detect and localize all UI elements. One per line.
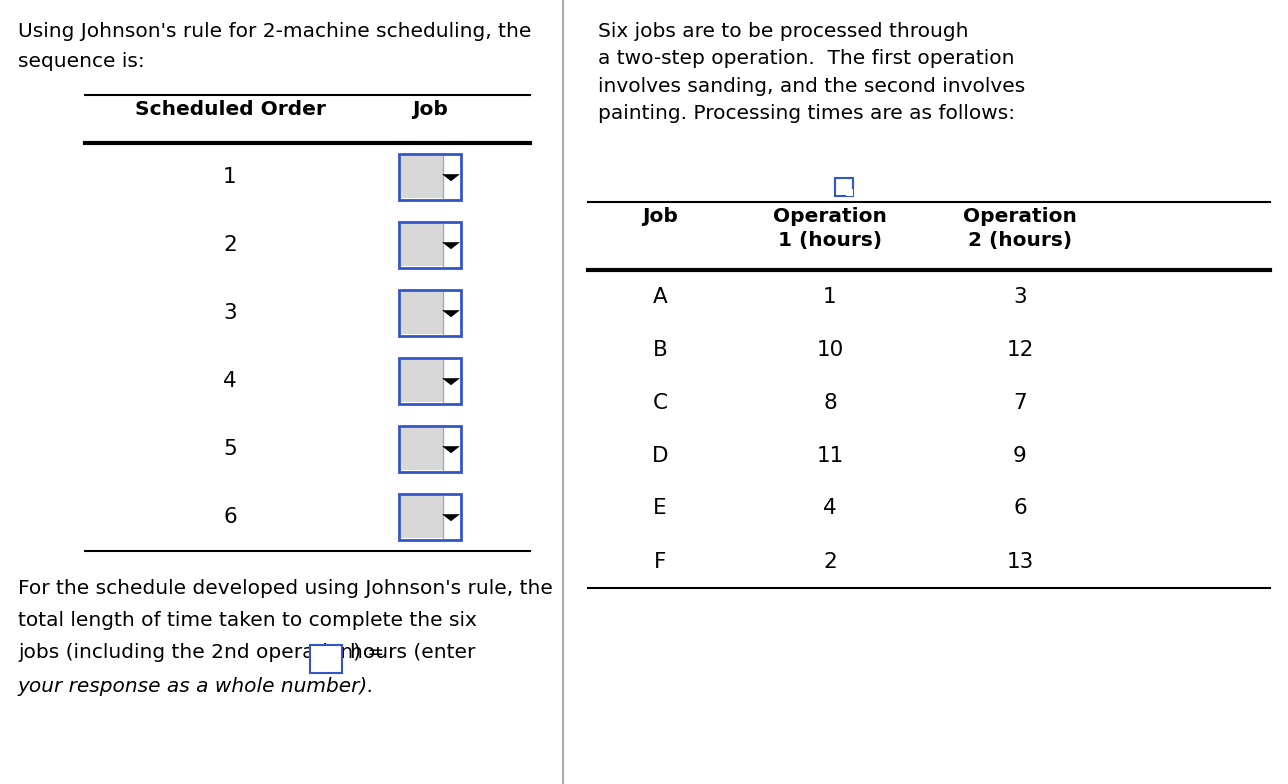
Text: For the schedule developed using Johnson's rule, the: For the schedule developed using Johnson… [18, 579, 553, 598]
Text: C: C [653, 393, 667, 412]
Text: 2: 2 [223, 235, 237, 255]
Text: 11: 11 [817, 445, 844, 466]
Polygon shape [442, 378, 460, 385]
Text: 6: 6 [1014, 499, 1027, 518]
Text: 4: 4 [823, 499, 837, 518]
Polygon shape [442, 310, 460, 318]
Text: B: B [653, 339, 667, 360]
Text: 13: 13 [1006, 551, 1034, 572]
Polygon shape [442, 446, 460, 453]
Text: Operation
2 (hours): Operation 2 (hours) [963, 207, 1077, 249]
Text: 10: 10 [817, 339, 844, 360]
Polygon shape [442, 514, 460, 521]
Bar [310, 645, 343, 673]
Bar [401, 156, 443, 198]
Text: Using Johnson's rule for 2-machine scheduling, the: Using Johnson's rule for 2-machine sched… [18, 22, 532, 41]
Text: 3: 3 [1014, 286, 1027, 307]
Text: D: D [652, 445, 668, 466]
Polygon shape [442, 242, 460, 249]
Bar [401, 428, 443, 470]
Text: hours (enter: hours (enter [350, 643, 475, 662]
Bar [401, 292, 443, 334]
Text: Operation
1 (hours): Operation 1 (hours) [773, 207, 887, 249]
Text: F: F [654, 551, 666, 572]
Bar [399, 358, 461, 404]
Text: Job: Job [412, 100, 448, 119]
Bar [399, 426, 461, 472]
Text: 1: 1 [823, 286, 837, 307]
Text: total length of time taken to complete the six: total length of time taken to complete t… [18, 611, 477, 630]
Text: 4: 4 [223, 371, 237, 391]
Bar [401, 360, 443, 402]
Text: 8: 8 [823, 393, 837, 412]
Bar [399, 222, 461, 268]
Text: 5: 5 [223, 439, 237, 459]
Text: Job: Job [641, 207, 677, 226]
Polygon shape [442, 174, 460, 181]
Text: sequence is:: sequence is: [18, 52, 144, 71]
Bar [401, 224, 443, 266]
Text: jobs (including the 2nd operation) =: jobs (including the 2nd operation) = [18, 643, 390, 662]
Text: 12: 12 [1006, 339, 1034, 360]
Text: 1: 1 [223, 167, 237, 187]
Bar [835, 178, 853, 196]
Text: E: E [653, 499, 667, 518]
Text: Scheduled Order: Scheduled Order [134, 100, 326, 119]
Bar [846, 189, 853, 196]
Text: 2: 2 [823, 551, 837, 572]
Bar [399, 154, 461, 200]
Text: your response as a whole number).: your response as a whole number). [18, 677, 375, 696]
Bar [399, 494, 461, 540]
Text: 3: 3 [223, 303, 237, 323]
Text: 9: 9 [1014, 445, 1027, 466]
Text: 7: 7 [1014, 393, 1027, 412]
Text: A: A [653, 286, 667, 307]
Text: 6: 6 [223, 507, 237, 527]
Bar [401, 496, 443, 538]
Text: Six jobs are to be processed through
a two-step operation.  The first operation
: Six jobs are to be processed through a t… [598, 22, 1025, 123]
Bar [399, 290, 461, 336]
